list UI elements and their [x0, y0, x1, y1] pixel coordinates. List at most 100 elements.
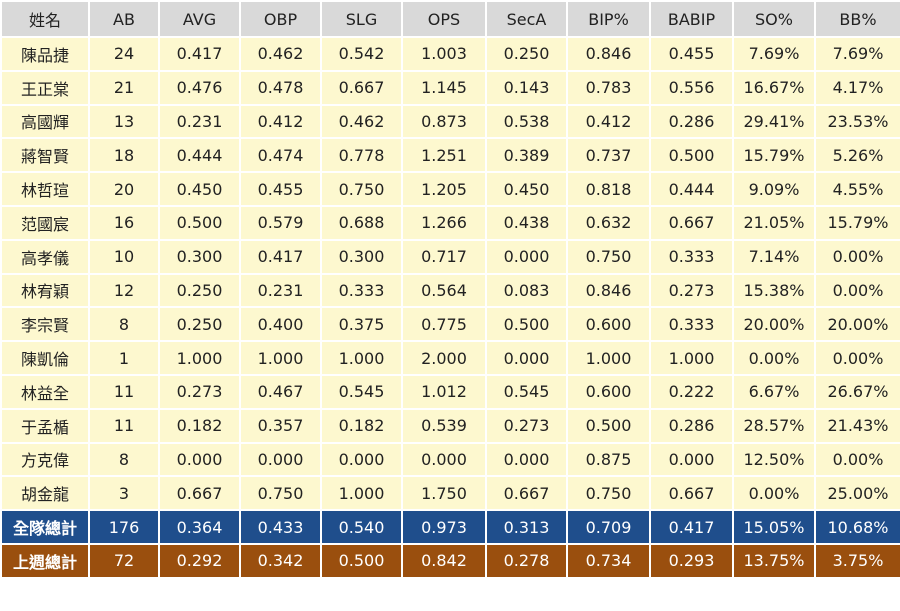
stat-cell: 15.79%: [732, 137, 816, 174]
stat-cell: 20: [88, 171, 160, 207]
stat-cell: 0.556: [649, 69, 734, 106]
player-row: 高孝儀 10 0.300 0.417 0.300 0.717 0.000 0.750 0.333…: [0, 238, 900, 275]
stat-cell: 0.000: [158, 441, 241, 478]
stat-cell: 16: [88, 204, 160, 241]
stat-cell: 0.462: [239, 36, 322, 72]
player-row: 陳品捷 24 0.417 0.462 0.542 1.003 0.250 0.846 0.455…: [0, 36, 900, 72]
stat-cell: 0.750: [239, 475, 322, 512]
stat-cell: 1.000: [566, 340, 651, 376]
name-cell: 林宥穎: [0, 272, 90, 309]
stat-cell: 0.737: [566, 137, 651, 174]
stat-cell: 1.003: [401, 36, 487, 72]
stat-cell: 0.667: [158, 475, 241, 512]
stat-cell: 0.545: [320, 373, 403, 410]
stat-cell: 0.667: [485, 475, 568, 512]
stat-cell: 0.273: [158, 373, 241, 410]
stat-cell: 0.542: [320, 36, 403, 72]
stat-cell: 0.375: [320, 306, 403, 343]
stat-cell: 0.783: [566, 69, 651, 106]
stat-cell: 0.433: [239, 509, 322, 545]
name-cell: 全隊總計: [0, 509, 90, 545]
stat-cell: 0.500: [158, 204, 241, 241]
stat-cell: 0.438: [485, 204, 568, 241]
stat-cell: 1: [88, 340, 160, 376]
stat-cell: 1.000: [320, 475, 403, 512]
stat-cell: 0.579: [239, 204, 322, 241]
stat-cell: 11: [88, 407, 160, 444]
player-row: 胡金龍 3 0.667 0.750 1.000 1.750 0.667 0.750 0.667 0…: [0, 475, 900, 512]
player-row: 林益全 11 0.273 0.467 0.545 1.012 0.545 0.600 0.222…: [0, 373, 900, 410]
stat-cell: 28.57%: [732, 407, 816, 444]
stat-cell: 0.364: [158, 509, 241, 545]
stat-cell: 0.500: [320, 542, 403, 579]
stat-cell: 9.09%: [732, 171, 816, 207]
stat-cell: 0.973: [401, 509, 487, 545]
stat-cell: 2.000: [401, 340, 487, 376]
stat-cell: 0.750: [566, 238, 651, 275]
stat-cell: 0.300: [320, 238, 403, 275]
player-row: 高國輝 13 0.231 0.412 0.462 0.873 0.538 0.412 0.286…: [0, 103, 900, 140]
stat-cell: 0.333: [649, 306, 734, 343]
player-row: 于孟楯 11 0.182 0.357 0.182 0.539 0.273 0.500 0.286…: [0, 407, 900, 444]
stat-cell: 0.600: [566, 306, 651, 343]
name-cell: 林哲瑄: [0, 171, 90, 207]
stat-cell: 5.26%: [814, 137, 900, 174]
stat-cell: 0.688: [320, 204, 403, 241]
stat-cell: 1.000: [649, 340, 734, 376]
stat-cell: 10.68%: [814, 509, 900, 545]
stat-cell: 12.50%: [732, 441, 816, 478]
stat-cell: 0.846: [566, 272, 651, 309]
stat-cell: 0.000: [485, 238, 568, 275]
stat-cell: 0.313: [485, 509, 568, 545]
stat-cell: 0.292: [158, 542, 241, 579]
name-cell: 王正棠: [0, 69, 90, 106]
stat-cell: 13: [88, 103, 160, 140]
stat-cell: 1.000: [320, 340, 403, 376]
player-row: 林哲瑄 20 0.450 0.455 0.750 1.205 0.450 0.818 0.444…: [0, 171, 900, 207]
stat-cell: 0.231: [158, 103, 241, 140]
stat-cell: 0.00%: [732, 475, 816, 512]
stat-cell: 0.600: [566, 373, 651, 410]
stat-cell: 0.00%: [814, 340, 900, 376]
stat-cell: 7.69%: [732, 36, 816, 72]
stat-cell: 0.632: [566, 204, 651, 241]
player-row: 范國宸 16 0.500 0.579 0.688 1.266 0.438 0.632 0.667…: [0, 204, 900, 241]
stat-cell: 176: [88, 509, 160, 545]
stat-cell: 0.846: [566, 36, 651, 72]
stat-cell: 0.389: [485, 137, 568, 174]
stat-cell: 0.778: [320, 137, 403, 174]
stat-cell: 0.357: [239, 407, 322, 444]
stat-cell: 1.012: [401, 373, 487, 410]
stat-cell: 11: [88, 373, 160, 410]
stat-cell: 0.500: [649, 137, 734, 174]
header-cell: BABIP: [649, 0, 734, 38]
stats-table: 姓名 AB AVG OBP SLG OPS SecA BIP% BABIP SO% BB% 陳品捷 2…: [0, 0, 900, 579]
stat-cell: 20.00%: [814, 306, 900, 343]
stat-cell: 25.00%: [814, 475, 900, 512]
stat-cell: 0.417: [239, 238, 322, 275]
stat-cell: 15.05%: [732, 509, 816, 545]
stat-cell: 0.00%: [732, 340, 816, 376]
stat-cell: 0.450: [158, 171, 241, 207]
stat-cell: 12: [88, 272, 160, 309]
header-cell: SO%: [732, 0, 816, 38]
stat-cell: 1.000: [239, 340, 322, 376]
stat-cell: 0.539: [401, 407, 487, 444]
stat-cell: 0.000: [485, 441, 568, 478]
table-header: 姓名 AB AVG OBP SLG OPS SecA BIP% BABIP SO% BB%: [0, 0, 900, 38]
stat-cell: 1.750: [401, 475, 487, 512]
header-cell: BB%: [814, 0, 900, 38]
stat-cell: 4.17%: [814, 69, 900, 106]
stat-cell: 0.412: [239, 103, 322, 140]
stat-cell: 0.709: [566, 509, 651, 545]
stat-cell: 8: [88, 306, 160, 343]
stat-cell: 21: [88, 69, 160, 106]
player-row: 蔣智賢 18 0.444 0.474 0.778 1.251 0.389 0.737 0.500…: [0, 137, 900, 174]
stat-cell: 0.545: [485, 373, 568, 410]
stat-cell: 0.717: [401, 238, 487, 275]
player-row: 方克偉 8 0.000 0.000 0.000 0.000 0.000 0.875 0.000 1…: [0, 441, 900, 478]
header-cell: SLG: [320, 0, 403, 38]
name-cell: 李宗賢: [0, 306, 90, 343]
